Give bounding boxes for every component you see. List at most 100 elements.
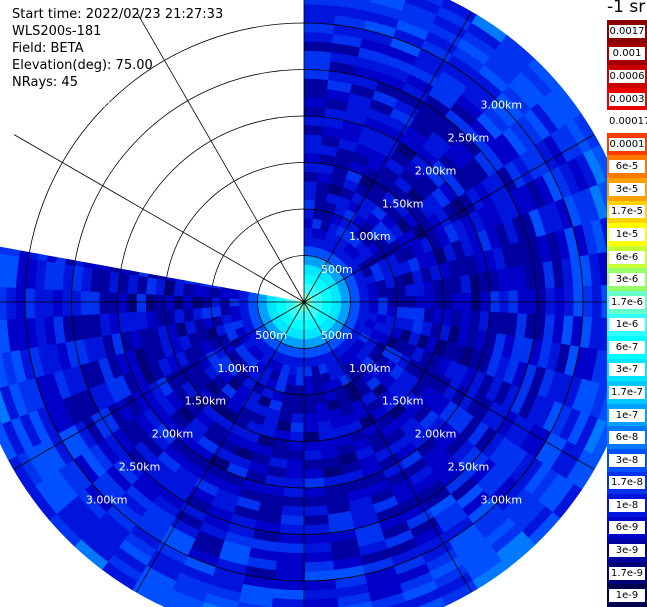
data-cell [194,529,225,550]
data-cell [319,153,337,166]
data-cell [395,142,418,162]
data-cell [269,338,281,351]
data-cell [61,262,75,291]
data-cell [174,278,186,284]
data-cell [157,395,177,418]
data-cell [327,253,339,266]
data-cell [211,285,222,289]
data-cell [304,13,337,25]
data-cell [393,175,414,195]
data-cell [0,252,2,261]
data-cell [279,333,289,345]
data-cell [412,404,433,425]
data-cell [382,124,406,144]
data-cell [412,179,433,201]
data-cell [351,151,372,168]
data-cell [156,324,170,343]
data-cell [304,299,314,302]
data-cell [471,560,508,590]
data-cell [188,416,209,437]
data-cell [418,479,446,503]
azimuth-spoke [303,134,595,303]
data-cell [366,107,392,126]
colorbar-label: 1.7e-5 [609,205,645,219]
data-cell [241,428,260,444]
data-cell [303,477,325,489]
data-cell [409,65,440,88]
data-cell [405,160,427,181]
data-cell [476,205,495,231]
data-cell [517,183,539,214]
data-cell [304,236,312,247]
data-cell [191,283,204,298]
data-cell [304,134,324,145]
data-cell [487,437,513,466]
data-cell [354,445,375,462]
data-cell [40,436,67,471]
data-cell [313,298,324,302]
data-cell [251,319,264,329]
data-cell [363,470,387,488]
data-cell [149,548,184,574]
data-cell [480,401,502,429]
data-cell [381,461,406,480]
data-cell [297,320,303,331]
data-cell [303,440,321,452]
data-cell [73,260,85,268]
data-cell [404,307,417,321]
data-cell [0,252,11,288]
data-cell [558,162,582,197]
data-cell [496,165,519,194]
data-cell [0,422,18,461]
data-cell [97,406,120,434]
data-cell [225,329,239,342]
data-cell [404,588,442,607]
colorbar-label: 6e-6 [609,250,645,264]
data-cell [108,270,121,293]
data-cell [55,256,67,265]
data-cell [353,522,383,539]
data-cell [24,316,39,349]
data-cell [351,513,380,530]
data-cell [325,98,350,112]
data-cell [371,181,390,199]
data-cell [388,364,405,381]
data-cell [326,88,352,103]
data-cell [320,288,331,296]
data-cell [427,131,453,155]
data-cell [590,219,607,255]
data-cell [190,442,214,463]
data-cell [518,239,535,267]
data-cell [554,198,574,231]
site-text: WLS200s-181 [12,24,102,39]
data-cell [347,314,359,324]
data-cell [222,429,243,447]
data-cell [378,132,401,152]
data-cell [530,102,560,137]
data-cell [273,429,291,442]
data-cell [181,423,204,444]
data-cell [396,354,412,371]
data-cell [533,175,556,207]
data-cell [249,314,261,324]
data-cell [237,436,258,453]
data-cell [332,245,344,258]
colorbar-label: 3e-6 [609,273,645,287]
colorbar-label: 3e-9 [609,544,645,558]
data-cell [560,315,574,347]
data-cell [395,306,407,319]
data-cell [374,141,397,159]
data-cell [322,297,333,302]
data-cell [138,327,152,348]
data-cell [463,452,490,479]
data-cell [303,597,339,607]
data-cell [423,308,435,324]
range-ring-label: 2.50km [448,460,490,473]
data-cell [374,220,390,237]
data-cell [324,230,336,244]
data-cell [271,328,282,340]
data-cell [178,563,213,585]
data-cell [117,291,128,314]
data-cell [134,411,156,436]
azimuth-spokes [0,0,607,607]
